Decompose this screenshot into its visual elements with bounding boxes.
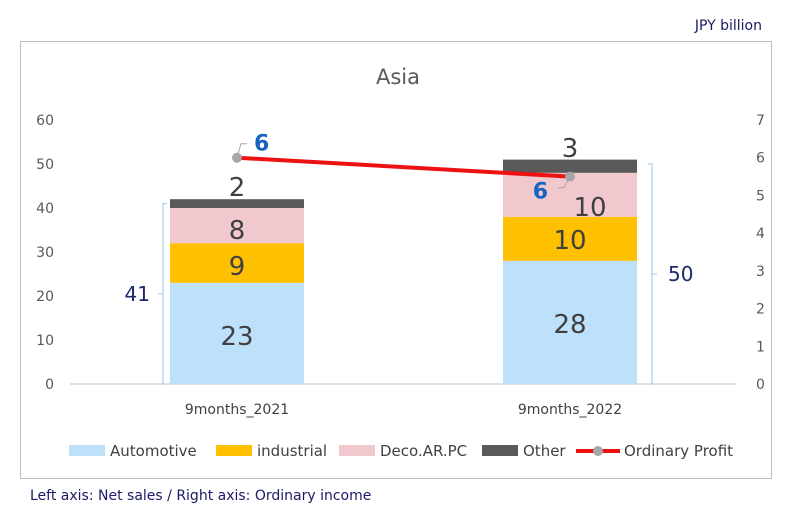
data-label: 28: [553, 310, 586, 340]
legend-label: Deco.AR.PC: [380, 442, 467, 460]
data-label: 10: [553, 226, 586, 256]
right-tick-label: 0: [756, 377, 765, 393]
bar-segment-other: [503, 159, 637, 173]
right-tick-label: 7: [756, 113, 765, 129]
left-tick-label: 60: [36, 113, 54, 129]
right-tick-label: 3: [756, 264, 765, 280]
left-tick-label: 50: [36, 157, 54, 173]
ordinary-profit-point: [232, 152, 242, 163]
right-axis: 0 1 2 3 4 5 6 7: [756, 113, 765, 393]
right-tick-label: 1: [756, 339, 765, 355]
left-tick-label: 30: [36, 245, 54, 261]
unit-label: JPY billion: [694, 18, 762, 34]
legend-label: Automotive: [110, 442, 197, 460]
legend-swatch: [69, 445, 105, 456]
left-tick-label: 10: [36, 333, 54, 349]
category-labels: 9months_2021 9months_2022: [185, 402, 622, 418]
chart-frame: [20, 41, 772, 479]
total-bracket: [162, 203, 167, 385]
ordinary-profit-point: [565, 171, 575, 182]
legend-label: industrial: [257, 442, 327, 460]
bar-segment-automotive: [170, 282, 304, 384]
data-label: 23: [220, 322, 253, 352]
bar-segment-automotive: [503, 260, 637, 384]
ordinary-profit-label: 6: [533, 180, 548, 205]
data-label: 2: [229, 173, 246, 203]
left-tick-label: 20: [36, 289, 54, 305]
totals: 41 50: [125, 163, 693, 385]
left-tick-label: 0: [45, 377, 54, 393]
ordinary-profit-label: 6: [254, 132, 269, 157]
bar-segment-deco-ar-pc: [170, 208, 304, 244]
legend-swatch: [482, 445, 518, 456]
right-tick-label: 6: [756, 151, 765, 167]
axis-footnote: Left axis: Net sales / Right axis: Ordin…: [30, 488, 372, 504]
right-tick-label: 2: [756, 302, 765, 318]
left-axis: 0 10 20 30 40 50 60: [36, 113, 54, 393]
left-tick-label: 40: [36, 201, 54, 217]
bar-segment-other: [170, 199, 304, 208]
total-label: 50: [668, 262, 693, 286]
chart-title: Asia: [376, 65, 420, 89]
legend-swatch: [216, 445, 252, 456]
ordinary-profit-series: 66: [232, 132, 575, 205]
legend-swatch: [339, 445, 375, 456]
category-label: 9months_2022: [518, 402, 622, 418]
bar-segment-industrial: [503, 216, 637, 261]
right-tick-label: 5: [756, 188, 765, 204]
category-label: 9months_2021: [185, 402, 289, 418]
data-label: 10: [573, 193, 606, 223]
data-label: 3: [562, 134, 579, 164]
legend: Automotive industrial Deco.AR.PC Other Ordin…: [69, 442, 733, 460]
data-label: 9: [229, 252, 246, 282]
right-tick-label: 4: [756, 226, 765, 242]
legend-marker: [593, 446, 603, 456]
legend-label: Other: [523, 442, 566, 460]
bar-segment-industrial: [170, 243, 304, 283]
legend-label: Ordinary Profit: [624, 442, 733, 460]
ordinary-profit-line: [236, 155, 571, 179]
total-label: 41: [125, 282, 150, 306]
total-bracket: [648, 163, 653, 385]
data-label: 8: [229, 216, 246, 246]
